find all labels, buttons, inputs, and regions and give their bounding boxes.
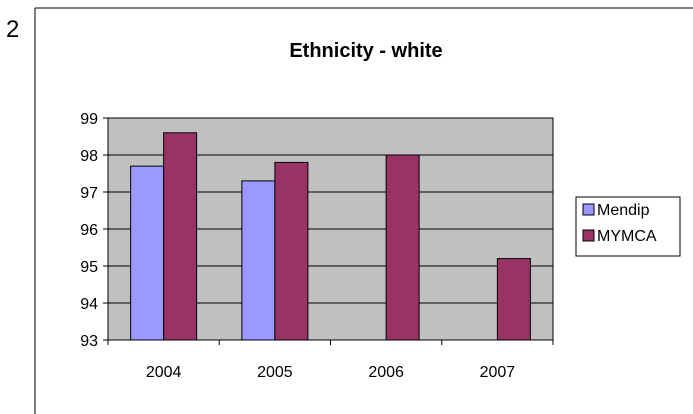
- y-tick-label: 98: [80, 148, 98, 165]
- bar-mymca-2005: [274, 161, 309, 341]
- bar-mendip-2004: [130, 165, 165, 341]
- bar-mymca-2004: [163, 132, 198, 341]
- y-tick-label: 93: [80, 333, 98, 350]
- bar-mymca-2006: [385, 154, 420, 341]
- page-number: 2: [6, 16, 20, 43]
- legend: Mendip MYMCA: [575, 196, 681, 257]
- y-tick-label: 99: [80, 111, 98, 128]
- x-tick-label: 2004: [146, 364, 182, 381]
- legend-swatch-mymca: [582, 229, 595, 242]
- bar-mendip-2005: [241, 180, 276, 341]
- y-tick-label: 97: [80, 185, 98, 202]
- y-axis: 93 94 95 96 97 98 99: [80, 111, 109, 350]
- legend-swatch-mendip: [582, 203, 595, 216]
- legend-label-mymca: MYMCA: [597, 228, 657, 245]
- x-tick-label: 2007: [480, 364, 516, 381]
- y-tick-label: 94: [80, 296, 98, 313]
- y-tick-label: 95: [80, 259, 98, 276]
- bar-mymca-2007: [496, 258, 531, 341]
- y-tick-label: 96: [80, 222, 98, 239]
- legend-label-mendip: Mendip: [597, 202, 650, 219]
- x-tick-label: 2005: [257, 364, 293, 381]
- chart-title: Ethnicity - white: [289, 40, 442, 62]
- x-tick-label: 2006: [368, 364, 404, 381]
- bars: [130, 132, 531, 341]
- x-axis: 2004 2005 2006 2007: [107, 339, 554, 381]
